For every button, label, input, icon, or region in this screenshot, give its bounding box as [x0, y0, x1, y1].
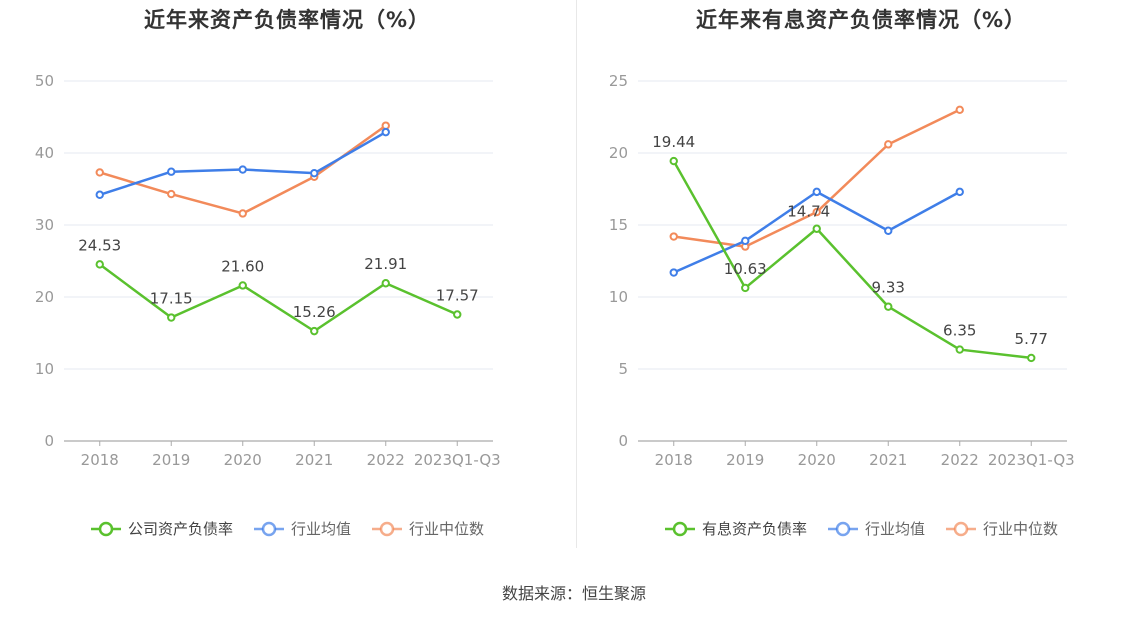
data-point-company — [453, 310, 462, 319]
data-label: 14.74 — [787, 203, 830, 221]
chart-legend: 公司资产负债率 行业均值 行业中位数 — [0, 518, 574, 539]
y-tick-label: 25 — [609, 72, 628, 90]
legend-line-marker-icon — [664, 521, 695, 536]
data-point-company — [955, 345, 964, 354]
series-line-company — [99, 263, 458, 333]
data-point-median — [955, 105, 964, 115]
data-point-avg — [741, 236, 750, 246]
legend-label: 行业均值 — [864, 520, 925, 538]
data-point-avg — [95, 190, 104, 199]
data-label: 5.77 — [1015, 330, 1048, 348]
data-point-avg — [812, 187, 821, 197]
data-point-avg — [381, 127, 390, 137]
data-point-company — [812, 224, 821, 233]
data-point-median — [812, 207, 821, 217]
legend-label: 行业中位数 — [983, 520, 1059, 538]
data-point-median — [167, 189, 176, 199]
data-point-avg — [884, 226, 893, 235]
x-tick-label: 2023Q1-Q3 — [988, 451, 1075, 469]
y-tick-label: 10 — [35, 360, 54, 378]
data-point-company — [1027, 353, 1036, 363]
legend-line-marker-icon — [827, 521, 858, 536]
line-chart: 0 5 10 15 20 25 2018 2019 2020 2021 2022 2023Q1-Q3 1… — [609, 72, 1075, 469]
y-tick-label: 40 — [35, 144, 54, 162]
legend-label: 公司资产负债率 — [127, 520, 233, 538]
data-label: 24.53 — [78, 236, 121, 254]
x-tick-label: 2021 — [295, 451, 333, 469]
data-point-company — [95, 260, 104, 269]
legend-line-marker-icon — [90, 521, 121, 536]
legend-item-median[interactable]: 行业中位数 — [371, 518, 484, 539]
x-tick-label: 2020 — [224, 451, 262, 469]
legend-line-marker-icon — [253, 521, 284, 536]
data-point-company — [381, 279, 390, 288]
x-tick-label: 2023Q1-Q3 — [414, 451, 501, 469]
data-point-company — [167, 313, 176, 322]
y-tick-label: 50 — [35, 72, 54, 90]
data-point-company — [884, 302, 893, 311]
data-label: 9.33 — [872, 279, 905, 297]
x-tick-label: 2021 — [869, 451, 907, 469]
x-tick-label: 2018 — [655, 451, 693, 469]
legend-item-avg[interactable]: 行业均值 — [827, 518, 925, 539]
data-label: 17.57 — [436, 286, 479, 304]
data-point-median — [669, 232, 678, 241]
data-point-company — [669, 156, 678, 166]
chart-title: 近年来资产负债率情况（%） — [143, 8, 431, 32]
data-point-median — [884, 140, 893, 149]
data-point-avg — [238, 165, 247, 174]
y-tick-label: 0 — [44, 432, 54, 450]
data-label: 6.35 — [943, 322, 976, 340]
right-chart-panel: 近年来有息资产负债率情况（%） 0 5 10 15 20 25 2018 2019 2020 20… — [574, 0, 1148, 560]
chart-title: 近年来有息资产负债率情况（%） — [695, 8, 1027, 32]
data-point-median — [95, 168, 104, 177]
x-tick-label: 2022 — [367, 451, 405, 469]
data-point-median — [238, 209, 247, 218]
y-tick-label: 15 — [609, 216, 628, 234]
legend-item-company[interactable]: 公司资产负债率 — [90, 518, 233, 539]
y-tick-label: 10 — [609, 288, 628, 306]
y-tick-label: 0 — [618, 432, 628, 450]
left-chart-panel: 近年来资产负债率情况（%） 0 10 20 30 40 50 2018 2019 2020 202… — [0, 0, 574, 560]
data-point-avg — [669, 268, 678, 277]
data-source-note: 数据来源：恒生聚源 — [501, 584, 646, 603]
x-tick-label: 2018 — [81, 451, 119, 469]
data-point-avg — [167, 167, 176, 176]
data-label: 17.15 — [150, 290, 193, 308]
y-tick-label: 20 — [35, 288, 54, 306]
legend-line-marker-icon — [946, 521, 976, 536]
data-point-company — [310, 326, 319, 336]
data-point-company — [238, 281, 247, 290]
panel-divider — [576, 0, 577, 548]
legend-label: 有息资产负债率 — [701, 520, 807, 538]
y-tick-label: 20 — [609, 144, 628, 162]
data-point-company — [741, 283, 750, 293]
y-tick-label: 30 — [35, 216, 54, 234]
x-tick-label: 2020 — [798, 451, 836, 469]
legend-label: 行业均值 — [290, 520, 351, 538]
data-point-median — [381, 121, 390, 130]
legend-item-company[interactable]: 有息资产负债率 — [664, 518, 807, 539]
legend-line-marker-icon — [372, 521, 402, 536]
x-tick-label: 2022 — [941, 451, 979, 469]
legend-item-avg[interactable]: 行业均值 — [253, 518, 351, 539]
data-label: 21.60 — [221, 257, 264, 275]
data-label: 15.26 — [293, 303, 336, 321]
x-tick-label: 2019 — [726, 451, 764, 469]
data-label: 21.91 — [364, 255, 407, 273]
data-point-avg — [955, 187, 964, 197]
y-tick-label: 5 — [618, 360, 628, 378]
data-label: 19.44 — [652, 133, 695, 151]
data-point-avg — [310, 168, 319, 178]
line-chart: 0 10 20 30 40 50 2018 2019 2020 2021 2022 2023Q1-Q3… — [35, 72, 501, 469]
chart-legend: 有息资产负债率 行业均值 行业中位数 — [574, 518, 1148, 539]
x-tick-label: 2019 — [152, 451, 190, 469]
series-line-company — [672, 160, 1032, 360]
legend-label: 行业中位数 — [409, 520, 485, 538]
legend-item-median[interactable]: 行业中位数 — [945, 518, 1058, 539]
data-label: 10.63 — [724, 260, 767, 278]
